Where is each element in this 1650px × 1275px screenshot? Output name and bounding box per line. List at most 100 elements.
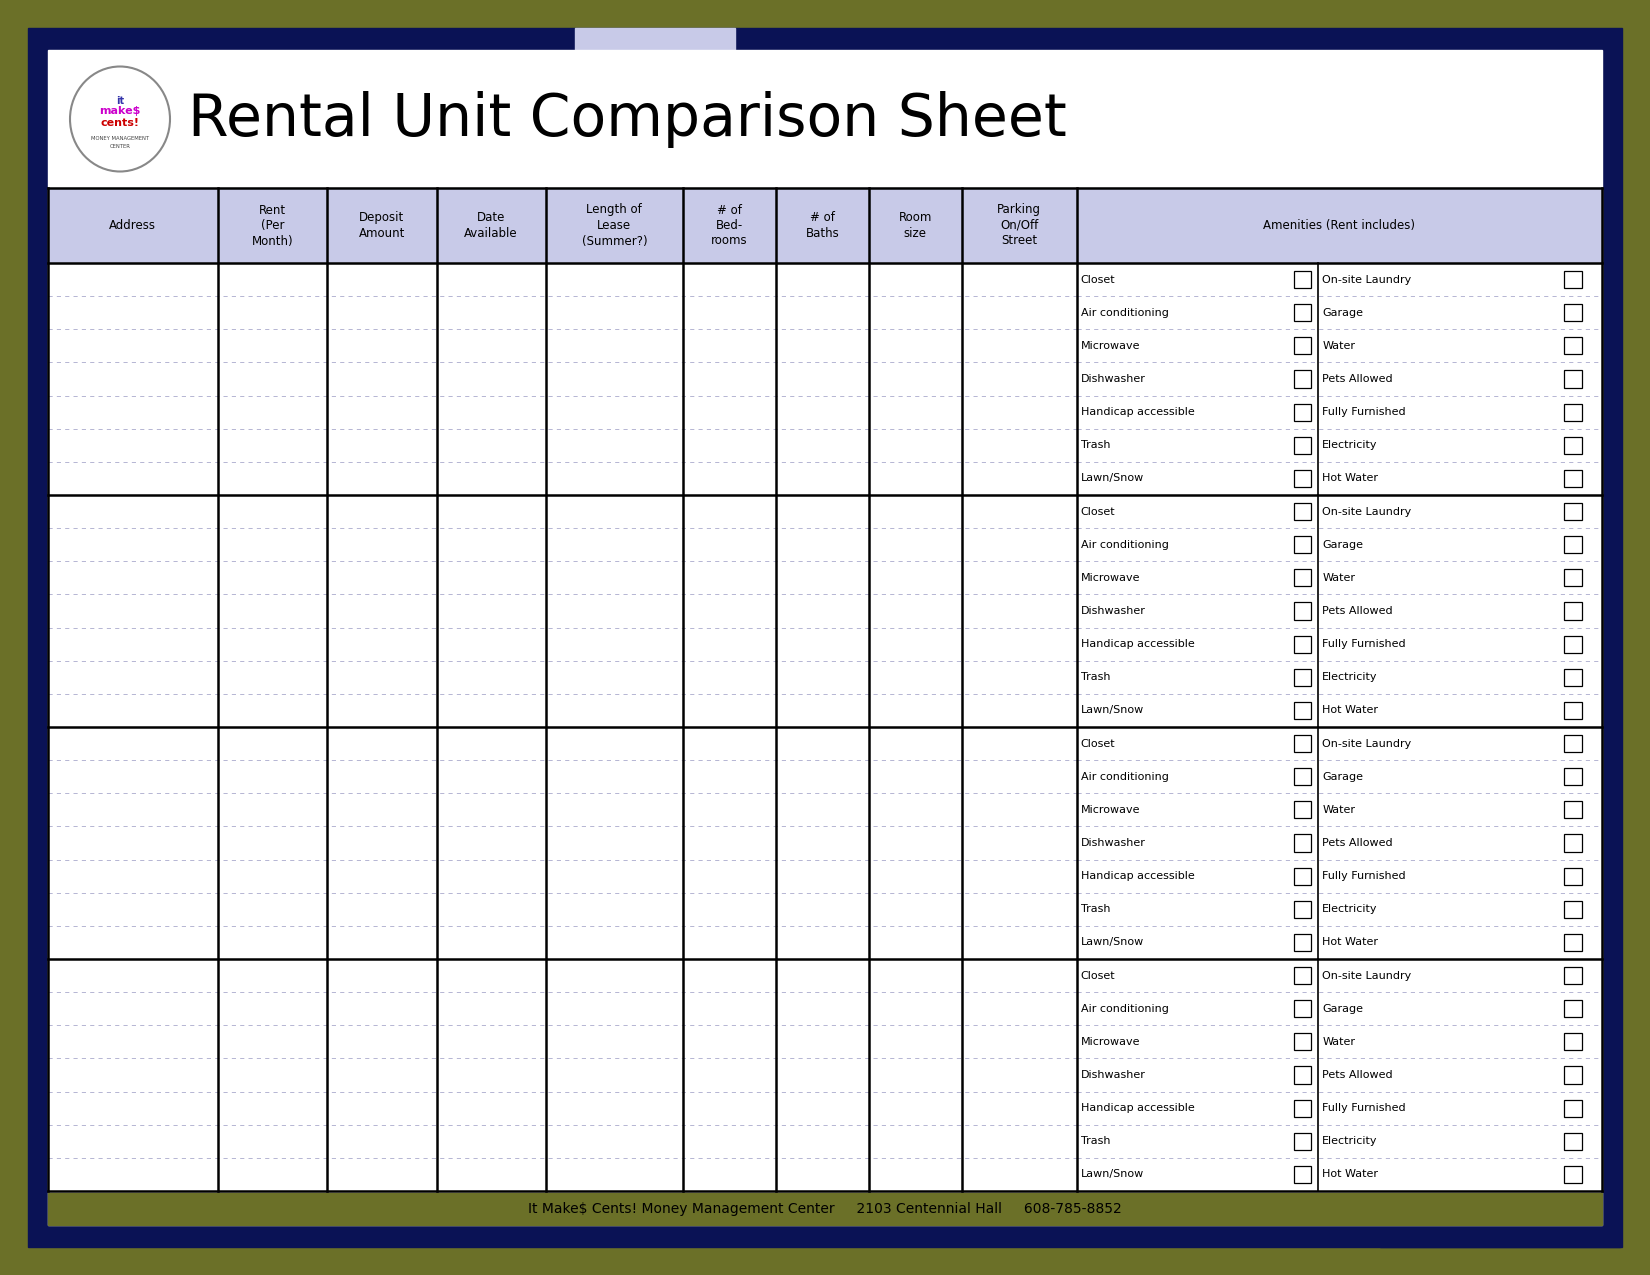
Bar: [1564, 668, 1582, 686]
Bar: [1564, 635, 1582, 653]
Bar: [1564, 933, 1582, 951]
Bar: [1294, 867, 1312, 885]
Text: On-site Laundry: On-site Laundry: [1322, 506, 1412, 516]
Bar: [1294, 502, 1312, 520]
Text: Lawn/Snow: Lawn/Snow: [1081, 705, 1143, 715]
Bar: [1564, 305, 1582, 321]
Text: CENTER: CENTER: [109, 144, 130, 149]
Text: Fully Furnished: Fully Furnished: [1322, 407, 1406, 417]
Text: Closet: Closet: [1081, 506, 1115, 516]
Bar: [1294, 966, 1312, 984]
Text: Dishwasher: Dishwasher: [1081, 838, 1145, 848]
Text: Garage: Garage: [1322, 771, 1363, 782]
Text: Hot Water: Hot Water: [1322, 705, 1378, 715]
Text: Dishwasher: Dishwasher: [1081, 1070, 1145, 1080]
Text: # of
Bed-
rooms: # of Bed- rooms: [711, 204, 747, 247]
Text: Date
Available: Date Available: [464, 212, 518, 240]
Text: Address: Address: [109, 219, 157, 232]
Bar: [574, 28, 734, 110]
Bar: [1379, 1197, 1620, 1247]
Text: Hot Water: Hot Water: [1322, 1169, 1378, 1179]
Bar: [1294, 469, 1312, 487]
Bar: [48, 187, 1602, 263]
Ellipse shape: [69, 66, 170, 172]
Bar: [1294, 370, 1312, 388]
Bar: [1564, 834, 1582, 852]
Bar: [1294, 734, 1312, 752]
Bar: [1564, 900, 1582, 918]
Bar: [1294, 305, 1312, 321]
Bar: [1564, 502, 1582, 520]
Bar: [1564, 1033, 1582, 1051]
Text: Garage: Garage: [1322, 307, 1363, 317]
Text: Electricity: Electricity: [1322, 440, 1378, 450]
Bar: [48, 959, 1602, 1191]
Bar: [1564, 1000, 1582, 1017]
Text: On-site Laundry: On-site Laundry: [1322, 970, 1412, 980]
Bar: [1294, 338, 1312, 354]
Bar: [1564, 768, 1582, 785]
Bar: [48, 495, 1602, 727]
Text: Handicap accessible: Handicap accessible: [1081, 407, 1195, 417]
Text: Trash: Trash: [1081, 904, 1110, 914]
Bar: [1294, 834, 1312, 852]
Text: it: it: [116, 96, 124, 106]
Text: Water: Water: [1322, 1037, 1355, 1047]
Text: It Make$ Cents! Money Management Center     2103 Centennial Hall     608-785-885: It Make$ Cents! Money Management Center …: [528, 1202, 1122, 1216]
Text: Pets Allowed: Pets Allowed: [1322, 606, 1393, 616]
Text: On-site Laundry: On-site Laundry: [1322, 274, 1412, 284]
Bar: [1294, 1132, 1312, 1150]
Text: Pets Allowed: Pets Allowed: [1322, 1070, 1393, 1080]
Text: Fully Furnished: Fully Furnished: [1322, 871, 1406, 881]
Bar: [1294, 436, 1312, 454]
Text: # of
Baths: # of Baths: [805, 212, 840, 240]
Bar: [1564, 272, 1582, 288]
Text: Trash: Trash: [1081, 440, 1110, 450]
Text: Lawn/Snow: Lawn/Snow: [1081, 473, 1143, 483]
Text: Air conditioning: Air conditioning: [1081, 1003, 1168, 1014]
Text: MONEY MANAGEMENT: MONEY MANAGEMENT: [91, 136, 148, 142]
Bar: [1294, 801, 1312, 819]
Text: Water: Water: [1322, 340, 1355, 351]
Bar: [1564, 536, 1582, 553]
Text: make$: make$: [99, 106, 140, 116]
Bar: [1564, 602, 1582, 620]
Bar: [1564, 734, 1582, 752]
Text: Pets Allowed: Pets Allowed: [1322, 374, 1393, 384]
Text: Amenities (Rent includes): Amenities (Rent includes): [1264, 219, 1416, 232]
Bar: [1564, 338, 1582, 354]
Bar: [1294, 1099, 1312, 1117]
Text: Microwave: Microwave: [1081, 572, 1140, 583]
Bar: [1294, 569, 1312, 586]
Text: Water: Water: [1322, 572, 1355, 583]
Text: Pets Allowed: Pets Allowed: [1322, 838, 1393, 848]
Text: Rental Unit Comparison Sheet: Rental Unit Comparison Sheet: [188, 91, 1068, 148]
Bar: [1294, 635, 1312, 653]
Text: Handicap accessible: Handicap accessible: [1081, 639, 1195, 649]
Text: Microwave: Microwave: [1081, 1037, 1140, 1047]
Text: Fully Furnished: Fully Furnished: [1322, 639, 1406, 649]
Bar: [1564, 469, 1582, 487]
Text: cents!: cents!: [101, 119, 140, 128]
Bar: [1564, 436, 1582, 454]
Bar: [1294, 701, 1312, 719]
Text: Handicap accessible: Handicap accessible: [1081, 1103, 1195, 1113]
Text: Fully Furnished: Fully Furnished: [1322, 1103, 1406, 1113]
Bar: [1294, 668, 1312, 686]
Text: Closet: Closet: [1081, 274, 1115, 284]
Bar: [1564, 701, 1582, 719]
Text: Air conditioning: Air conditioning: [1081, 307, 1168, 317]
Text: Microwave: Microwave: [1081, 805, 1140, 815]
Text: Water: Water: [1322, 805, 1355, 815]
Bar: [1294, 933, 1312, 951]
Text: Closet: Closet: [1081, 970, 1115, 980]
Text: Garage: Garage: [1322, 1003, 1363, 1014]
Bar: [1294, 272, 1312, 288]
Text: Lawn/Snow: Lawn/Snow: [1081, 937, 1143, 947]
Text: Handicap accessible: Handicap accessible: [1081, 871, 1195, 881]
Text: Electricity: Electricity: [1322, 1136, 1378, 1146]
Text: Lawn/Snow: Lawn/Snow: [1081, 1169, 1143, 1179]
Bar: [1294, 403, 1312, 421]
Bar: [48, 1193, 1602, 1225]
Text: Length of
Lease
(Summer?): Length of Lease (Summer?): [581, 204, 647, 247]
